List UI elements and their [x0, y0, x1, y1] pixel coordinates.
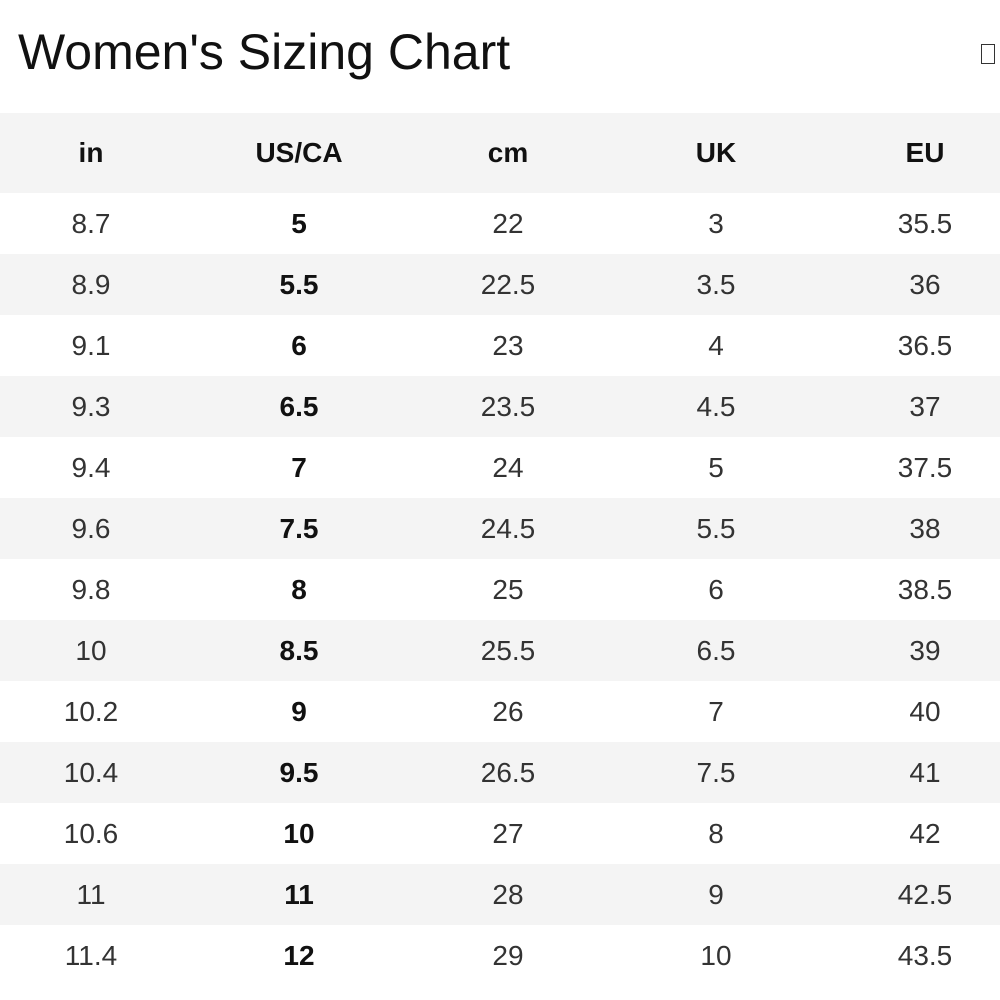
table-cell: 25 [492, 573, 524, 605]
column-header: EU [905, 137, 945, 168]
table-cell: 7 [708, 695, 724, 727]
table-cell: 27 [492, 817, 524, 849]
table-cell: 8.5 [279, 634, 319, 666]
table-cell: 6.5 [696, 634, 736, 666]
table-row: 11.4 12 29 10 43.5 [0, 925, 1000, 986]
table-cell: 4 [708, 329, 724, 361]
table-cell: 41 [909, 756, 941, 788]
table-cell: 6 [291, 329, 307, 361]
table-cell: 36.5 [897, 329, 953, 361]
table-cell: 9.4 [71, 451, 111, 483]
table-row: 8.7 5 22 3 35.5 [0, 193, 1000, 254]
table-cell: 7 [291, 451, 307, 483]
table-cell: 5.5 [696, 512, 736, 544]
table-cell: 10.4 [63, 756, 119, 788]
table-cell: 5 [708, 451, 724, 483]
table-row: 10.6 10 27 8 42 [0, 803, 1000, 864]
table-cell: 10 [283, 817, 315, 849]
table-cell: 9.6 [71, 512, 111, 544]
column-header: in [78, 137, 104, 168]
table-cell: 23.5 [480, 390, 536, 422]
table-row: 9.1 6 23 4 36.5 [0, 315, 1000, 376]
table-cell: 40 [909, 695, 941, 727]
table-cell: 25.5 [480, 634, 536, 666]
table-cell: 9.5 [279, 756, 319, 788]
table-cell: 22 [492, 207, 524, 239]
table-cell: 42.5 [897, 878, 953, 910]
table-row: 9.3 6.5 23.5 4.5 37 [0, 376, 1000, 437]
table-cell: 8 [708, 817, 724, 849]
table-cell: 11.4 [64, 939, 118, 971]
table-row: 10.4 9.5 26.5 7.5 41 [0, 742, 1000, 803]
table-cell: 3 [708, 207, 724, 239]
column-header: UK [695, 137, 737, 168]
column-header: cm [487, 137, 529, 168]
table-cell: 39 [909, 634, 941, 666]
table-cell: 38 [909, 512, 941, 544]
table-cell: 5.5 [279, 268, 319, 300]
table-cell: 8 [291, 573, 307, 605]
table-row: 9.6 7.5 24.5 5.5 38 [0, 498, 1000, 559]
table-cell: 9.1 [71, 329, 111, 361]
table-cell: 29 [492, 939, 524, 971]
table-cell: 9.8 [71, 573, 111, 605]
table-cell: 4.5 [696, 390, 736, 422]
table-cell: 7.5 [279, 512, 319, 544]
table-row: 8.9 5.5 22.5 3.5 36 [0, 254, 1000, 315]
table-cell: 5 [291, 207, 307, 239]
table-cell: 10 [75, 634, 107, 666]
table-cell: 8.7 [71, 207, 111, 239]
table-cell: 37 [909, 390, 941, 422]
table-cell: 24.5 [480, 512, 536, 544]
table-cell: 10 [700, 939, 732, 971]
table-cell: 10.6 [63, 817, 119, 849]
table-cell: 23 [492, 329, 524, 361]
size-table: in US/CA cm UK EU 8.7 5 22 3 35.5 8.9 5.5 22.5 3.5 36 9… [0, 113, 1000, 986]
table-cell: 36 [909, 268, 941, 300]
table-row: 10.2 9 26 7 40 [0, 681, 1000, 742]
table-cell: 35.5 [897, 207, 953, 239]
table-cell: 42 [909, 817, 941, 849]
table-cell: 6 [708, 573, 724, 605]
icon[interactable] [981, 44, 995, 64]
table-cell: 38.5 [897, 573, 953, 605]
table-cell: 10.2 [63, 695, 119, 727]
table-cell: 9 [708, 878, 724, 910]
table-cell: 24 [492, 451, 524, 483]
table-cell: 7.5 [696, 756, 736, 788]
table-cell: 11 [76, 878, 106, 910]
table-row: 10 8.5 25.5 6.5 39 [0, 620, 1000, 681]
table-cell: 37.5 [897, 451, 953, 483]
table-cell: 26 [492, 695, 524, 727]
table-cell: 11 [284, 878, 314, 910]
header-row: in US/CA cm UK EU [0, 113, 1000, 193]
table-cell: 28 [492, 878, 524, 910]
column-header: US/CA [255, 137, 343, 168]
table-cell: 6.5 [279, 390, 319, 422]
table-cell: 3.5 [696, 268, 736, 300]
table-row: 9.4 7 24 5 37.5 [0, 437, 1000, 498]
table-cell: 12 [283, 939, 315, 971]
table-row: 9.8 8 25 6 38.5 [0, 559, 1000, 620]
table-cell: 26.5 [480, 756, 536, 788]
table-cell: 9 [291, 695, 307, 727]
table-row: 11 11 28 9 42.5 [0, 864, 1000, 925]
table-cell: 8.9 [71, 268, 111, 300]
table-cell: 9.3 [71, 390, 111, 422]
table-cell: 43.5 [897, 939, 953, 971]
page-title: Women's Sizing Chart [18, 24, 511, 80]
table-cell: 22.5 [480, 268, 536, 300]
